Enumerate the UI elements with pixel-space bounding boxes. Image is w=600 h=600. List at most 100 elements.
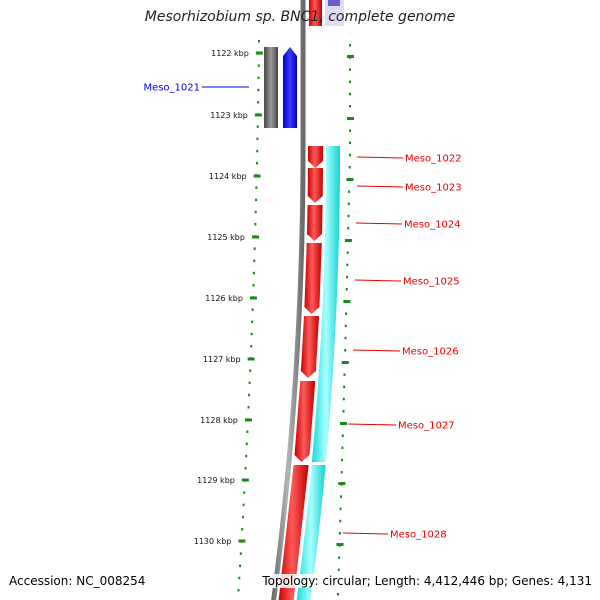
outer-tick-dot (343, 373, 346, 376)
feature-partial-top-red (309, 0, 322, 26)
scale-tick-label: 1125 kbp (207, 233, 245, 242)
scale-tick-label: 1126 kbp (205, 294, 243, 303)
outer-tick-dot (349, 153, 351, 157)
gene-label[interactable]: Meso_1028 (390, 530, 447, 541)
scale-tick-mark-outer (336, 543, 344, 546)
gene-labels-layer: Meso_1021 Meso_1022 Meso_1023 Meso_1024 Meso… (143, 83, 461, 541)
outer-tick-dot (346, 275, 349, 279)
inner-tick-dot (257, 64, 260, 67)
outer-tick-dot (347, 227, 350, 230)
gene-meso-1022-arrow (307, 146, 323, 168)
outer-tick-dot (341, 434, 344, 437)
map-title: Mesorhizobium sp. BNC1, complete genome (144, 9, 456, 25)
gene-label-leader (352, 349, 401, 352)
inner-tick-dot (250, 332, 253, 336)
scale-tick-label: 1130 kbp (194, 537, 232, 546)
inner-tick-dot (248, 393, 251, 397)
scale-ticks-layer: 1122 kbp 1123 kbp 1124 kbp 1125 kbp 1126 kbp… (194, 49, 354, 546)
outer-tick-dot (349, 129, 351, 132)
gene-meso-1023-arrow (307, 168, 323, 203)
outer-tick-dot (339, 495, 342, 498)
gene-label[interactable]: Meso_1024 (404, 220, 461, 231)
scale-tick-label: 1122 kbp (211, 49, 249, 58)
gene-label[interactable]: Meso_1021 (143, 83, 200, 94)
outer-tick-dot (349, 80, 351, 84)
inner-tick-dot (254, 210, 257, 214)
gene-label-leader (354, 279, 402, 282)
scale-tick-mark (244, 418, 252, 422)
inner-tick-dot (241, 515, 244, 519)
feature-meso-1021-grey (264, 47, 278, 128)
scale-tick-mark-outer (347, 117, 354, 120)
outer-tick-dot (346, 251, 349, 254)
inner-tick-dot (253, 259, 256, 263)
inner-tick-dot (252, 284, 255, 287)
scale-tick-mark-outer (341, 361, 349, 364)
inner-tick-dot (246, 430, 249, 433)
outer-tick-dot (337, 568, 340, 572)
gene-meso-1024-arrow (306, 205, 323, 241)
outer-tick-dot (349, 105, 351, 108)
genome-backbone (271, 0, 306, 600)
gene-label-leader (356, 156, 404, 159)
inner-tick-dot (247, 406, 250, 409)
gene-label[interactable]: Meso_1026 (402, 347, 459, 358)
gene-label[interactable]: Meso_1022 (405, 154, 462, 165)
inner-tick-dot (252, 271, 255, 275)
scale-tick-mark-outer (347, 55, 354, 58)
feature-partial-top-purple (328, 0, 340, 6)
outer-tick-dot (347, 214, 350, 218)
scale-tick-mark (254, 113, 262, 117)
inner-tick-dot (243, 491, 246, 494)
inner-tick-dot (241, 528, 244, 531)
outer-tick-dot (349, 44, 351, 47)
outer-tick-dot (338, 556, 341, 559)
cds-band-lower (296, 465, 326, 600)
scale-tick-label: 1124 kbp (209, 172, 247, 181)
inner-tick-dot (256, 125, 259, 128)
scale-tick-mark (253, 174, 261, 178)
backbone-layer (271, 0, 306, 600)
scale-tick-mark (255, 51, 263, 55)
inner-tick-dot (248, 381, 251, 385)
cds-band-upper (311, 146, 340, 462)
outer-tick-dot (345, 288, 348, 291)
inner-tick-dot (253, 247, 256, 250)
scale-tick-mark (238, 539, 246, 543)
gene-label[interactable]: Meso_1025 (403, 277, 460, 288)
inner-tick-dot (257, 88, 260, 92)
inner-tick-dot (245, 442, 248, 446)
inner-tick-dot (238, 576, 241, 580)
inner-tick-dot (251, 320, 254, 324)
inner-tick-dot (244, 467, 247, 470)
inner-tick-dot (256, 137, 259, 141)
scale-tick-mark-outer (346, 178, 354, 181)
outer-tick-dot (339, 507, 342, 511)
outer-tick-dot (347, 202, 350, 206)
gene-label-leader (342, 532, 389, 535)
inner-tick-dot (242, 503, 245, 507)
gene-label-leader (355, 222, 403, 225)
inner-tick-dot (254, 223, 257, 226)
inner-tick-dot (256, 149, 259, 153)
scale-tick-label: 1127 kbp (203, 355, 241, 364)
scale-tick-label: 1128 kbp (200, 416, 238, 425)
inner-tick-dot (255, 198, 258, 202)
scale-tick-mark-outer (338, 482, 346, 485)
topology-text: Topology: circular; Length: 4,412,446 bp… (262, 574, 592, 588)
inner-tick-dot (251, 308, 254, 311)
inner-tick-dot (239, 564, 242, 568)
scale-tick-mark-outer (344, 239, 352, 242)
gene-label[interactable]: Meso_1027 (398, 421, 455, 432)
inner-tick-dot (255, 162, 258, 165)
outer-tick-dot (343, 385, 346, 389)
outer-tick-dot (348, 190, 351, 193)
outer-tick-dot (338, 532, 341, 535)
scale-tick-label: 1129 kbp (197, 476, 235, 485)
gene-label[interactable]: Meso_1023 (405, 183, 462, 194)
gene-label-leader (356, 185, 404, 188)
outer-tick-dot (349, 92, 351, 96)
gene-meso-1025-arrow (304, 243, 322, 314)
outer-tick-dot (342, 410, 345, 413)
inner-tick-dot (255, 186, 258, 189)
